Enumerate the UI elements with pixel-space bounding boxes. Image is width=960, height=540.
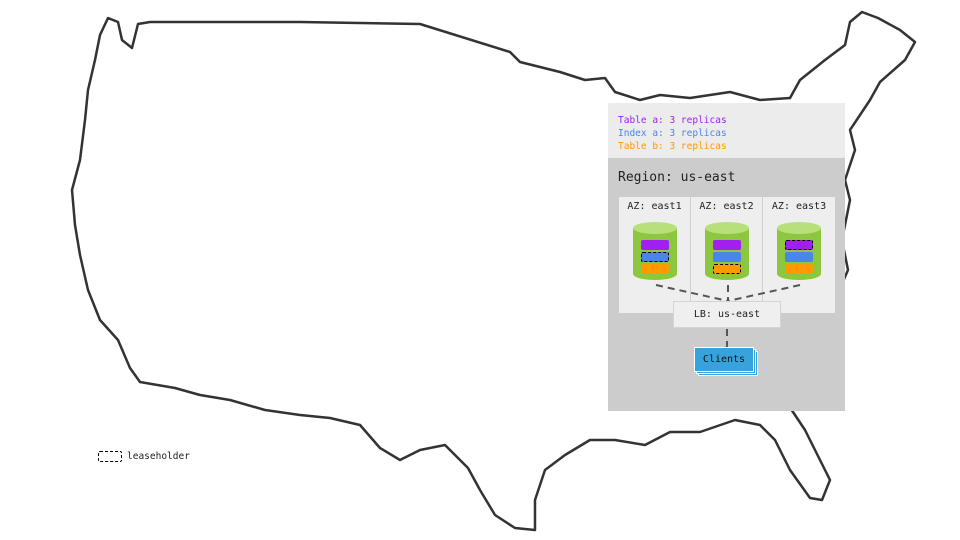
az-east3: AZ: east3 <box>763 197 835 313</box>
dashed-box-icon <box>98 451 122 462</box>
replica-table-b-leaseholder <box>713 264 741 274</box>
replica-table-a <box>641 240 669 250</box>
az-label: AZ: east1 <box>627 201 682 212</box>
legend-table-a: Table a: 3 replicas <box>618 115 727 126</box>
replica-legend: Table a: 3 replicas Index a: 3 replicas … <box>608 103 845 158</box>
az-label: AZ: east2 <box>699 201 754 212</box>
replica-table-a <box>713 240 741 250</box>
availability-zones: AZ: east1 AZ: east2 AZ: east3 <box>619 197 835 313</box>
az-east1: AZ: east1 <box>619 197 691 313</box>
replica-index-a <box>785 252 813 262</box>
database-node-icon <box>705 222 749 285</box>
leaseholder-key-label: leaseholder <box>127 451 190 462</box>
az-east2: AZ: east2 <box>691 197 763 313</box>
replica-table-b <box>641 264 669 274</box>
legend-table-b: Table b: 3 replicas <box>618 141 727 152</box>
replica-table-a-leaseholder <box>785 240 813 250</box>
clients-label: Clients <box>694 347 754 372</box>
load-balancer: LB: us-east <box>673 301 781 328</box>
leaseholder-key: leaseholder <box>98 451 190 462</box>
replica-index-a <box>713 252 741 262</box>
database-node-icon <box>633 222 677 285</box>
clients-stack: Clients <box>694 347 758 376</box>
region-label: Region: us-east <box>618 170 736 185</box>
legend-index-a: Index a: 3 replicas <box>618 128 727 139</box>
az-line-overlay <box>655 284 801 302</box>
region-panel: Table a: 3 replicas Index a: 3 replicas … <box>608 103 845 411</box>
replica-index-a-leaseholder <box>641 252 669 262</box>
database-node-icon <box>777 222 821 285</box>
replica-table-b <box>785 264 813 274</box>
az-label: AZ: east3 <box>771 201 827 212</box>
